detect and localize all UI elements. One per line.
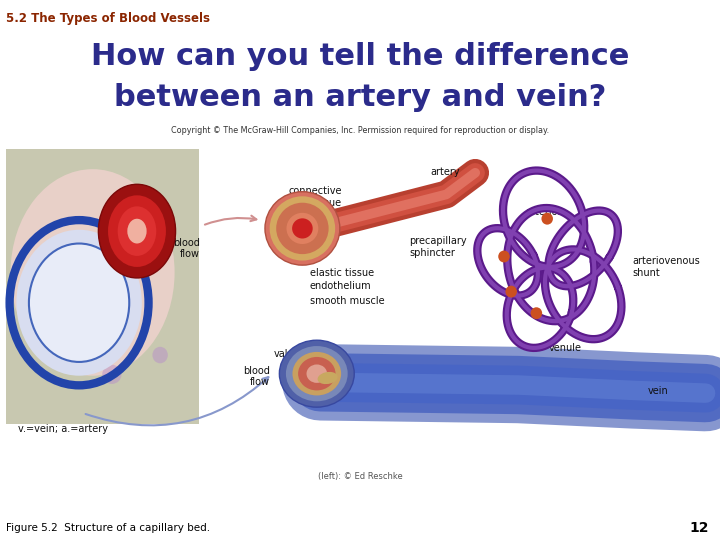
Ellipse shape: [102, 364, 122, 384]
Ellipse shape: [318, 372, 338, 384]
Ellipse shape: [541, 213, 553, 225]
Ellipse shape: [117, 206, 156, 256]
Text: 5.2 The Types of Blood Vessels: 5.2 The Types of Blood Vessels: [6, 12, 210, 25]
Ellipse shape: [153, 347, 168, 363]
Ellipse shape: [292, 218, 312, 239]
Text: endothelium: endothelium: [310, 281, 372, 291]
Ellipse shape: [269, 196, 335, 261]
Ellipse shape: [292, 352, 341, 395]
Text: blood
flow: blood flow: [174, 238, 200, 259]
Text: connective
tissue: connective tissue: [289, 186, 342, 208]
Text: arteriovenous
shunt: arteriovenous shunt: [632, 256, 700, 278]
Ellipse shape: [276, 202, 328, 254]
Ellipse shape: [42, 330, 66, 352]
Text: venule: venule: [549, 343, 582, 353]
Ellipse shape: [279, 340, 354, 407]
Ellipse shape: [11, 169, 175, 376]
Text: precapillary
sphincter: precapillary sphincter: [409, 236, 467, 258]
Text: arteriole: arteriole: [526, 207, 567, 217]
Text: (left): © Ed Reschke: (left): © Ed Reschke: [318, 472, 402, 481]
Text: between an artery and vein?: between an artery and vein?: [114, 83, 606, 112]
Ellipse shape: [287, 213, 318, 244]
Text: a.: a.: [147, 221, 156, 231]
Text: v.=vein; a.=artery: v.=vein; a.=artery: [18, 424, 108, 434]
Text: valve: valve: [274, 349, 300, 359]
Text: How can you tell the difference: How can you tell the difference: [91, 42, 629, 71]
Ellipse shape: [127, 219, 147, 244]
Text: elastic tissue: elastic tissue: [310, 268, 374, 278]
FancyBboxPatch shape: [6, 148, 199, 424]
Ellipse shape: [108, 195, 166, 267]
Ellipse shape: [29, 244, 130, 362]
Text: blood
flow: blood flow: [243, 366, 270, 387]
Ellipse shape: [531, 307, 542, 319]
Text: 12: 12: [690, 521, 709, 535]
Ellipse shape: [99, 184, 176, 278]
Ellipse shape: [298, 357, 336, 390]
Text: v.: v.: [107, 280, 116, 290]
Text: Figure 5.2  Structure of a capillary bed.: Figure 5.2 Structure of a capillary bed.: [6, 523, 210, 533]
Ellipse shape: [307, 364, 327, 383]
Text: vein: vein: [648, 387, 669, 396]
Ellipse shape: [286, 346, 348, 401]
Text: artery: artery: [431, 167, 460, 177]
Ellipse shape: [498, 251, 510, 262]
Ellipse shape: [17, 230, 142, 376]
Text: Copyright © The McGraw-Hill Companies, Inc. Permission required for reproduction: Copyright © The McGraw-Hill Companies, I…: [171, 126, 549, 135]
Ellipse shape: [265, 192, 340, 265]
Text: smooth muscle: smooth muscle: [310, 296, 384, 306]
Ellipse shape: [505, 286, 517, 298]
